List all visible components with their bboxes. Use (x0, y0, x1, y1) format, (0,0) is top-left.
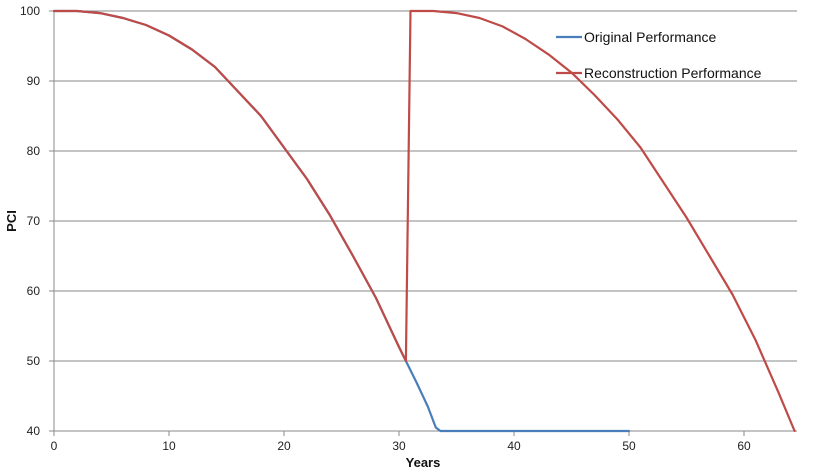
series-line-reconstruction-performance (52, 9, 796, 433)
axes: 40 50 60 70 80 90 100 0 10 20 30 40 50 60 (20, 4, 797, 453)
x-axis-title: Years (406, 455, 441, 470)
legend: Original Performance Reconstruction Perfo… (556, 29, 762, 81)
y-tick-label-80: 80 (27, 144, 41, 158)
x-tick-label-0: 0 (51, 439, 58, 453)
y-tick-label-90: 90 (27, 74, 41, 88)
y-tick-label-60: 60 (27, 284, 41, 298)
y-tick-label-50: 50 (27, 354, 41, 368)
y-axis-title: PCI (4, 210, 19, 232)
x-tick-label-50: 50 (622, 439, 636, 453)
x-tick-label-30: 30 (392, 439, 406, 453)
y-tick-label-40: 40 (27, 424, 41, 438)
y-tick-label-100: 100 (20, 4, 40, 18)
x-tick-label-10: 10 (162, 439, 176, 453)
series-lines (52, 9, 796, 433)
x-tick-label-40: 40 (507, 439, 521, 453)
x-tick-label-60: 60 (737, 439, 751, 453)
y-tick-label-70: 70 (27, 214, 41, 228)
legend-label-reconstruction-performance: Reconstruction Performance (584, 65, 762, 81)
x-tick-label-20: 20 (277, 439, 291, 453)
legend-label-original-performance: Original Performance (584, 29, 716, 45)
gridlines (54, 10, 797, 432)
